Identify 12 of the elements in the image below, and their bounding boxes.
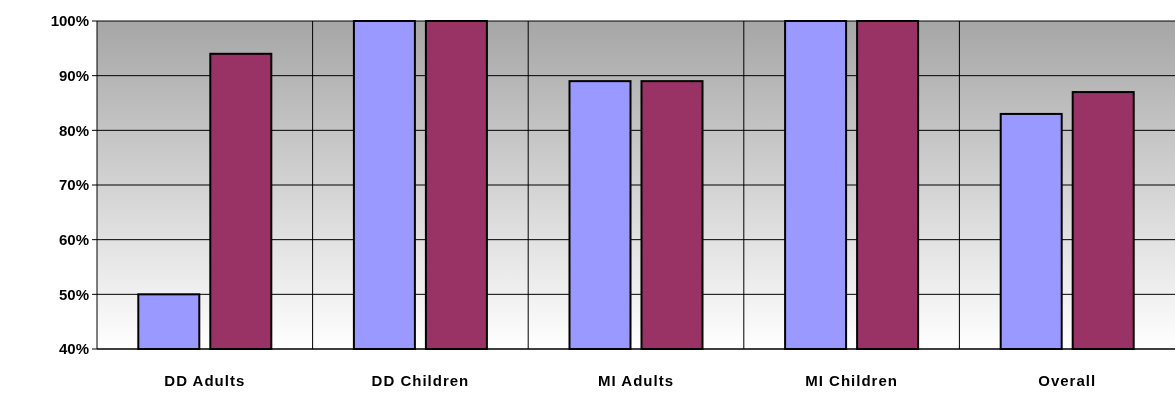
y-tick-label: 60% [58,230,89,248]
x-tick-label: DD Children [371,372,470,389]
x-tick-label: MI Children [805,372,898,389]
y-tick-label: 100% [50,12,89,30]
y-tick-label: 50% [58,285,89,303]
x-tick-label: DD Adults [164,372,246,389]
x-tick-label: MI Adults [598,372,674,389]
y-tick-label: 70% [58,176,89,194]
y-tick-label: 90% [58,66,89,84]
x-tick-label: Overall [1038,372,1097,389]
y-tick-label: 40% [58,340,89,358]
y-tick-label: 80% [58,121,89,139]
